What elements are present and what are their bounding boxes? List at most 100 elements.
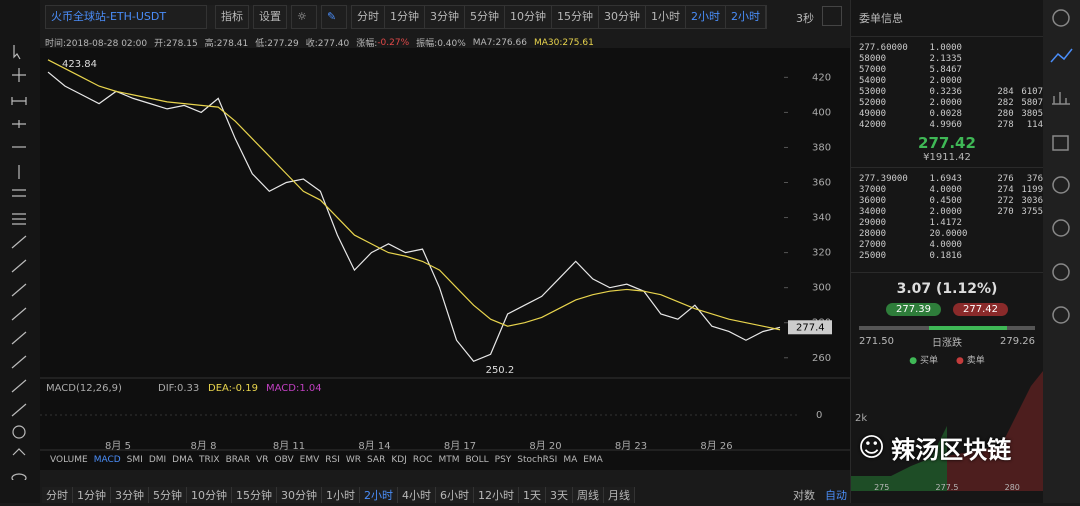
depth-x-labels: 275 277.5 280 (851, 483, 1043, 492)
timeframe-tab[interactable]: 2小时 (360, 487, 398, 503)
period-button[interactable]: 1小时 (646, 6, 686, 28)
timeframe-tab[interactable]: 分时 (42, 487, 73, 503)
indicator-tab[interactable]: BRAR (225, 455, 251, 465)
indicator-tab[interactable]: SMI (126, 455, 143, 465)
sell-label: 卖单 (966, 356, 985, 366)
fullscreen-button[interactable] (822, 6, 842, 26)
order-row: 58000 2.1335 (859, 54, 1043, 65)
timeframe-tab[interactable]: 10分钟 (187, 487, 232, 503)
order-cell: 280 (997, 109, 1014, 119)
order-cell: 0.4500 (929, 196, 962, 206)
period-button[interactable]: 15分钟 (552, 6, 599, 28)
order-cell (1014, 251, 1043, 262)
period-button[interactable]: 30分钟 (599, 6, 646, 28)
timeframe-tab[interactable]: 5分钟 (149, 487, 187, 503)
indicator-tab[interactable]: KDJ (391, 455, 407, 465)
info-item: 振幅:0.40% (416, 39, 466, 49)
macd-dea: DEA:-0.19 (208, 383, 258, 394)
top-toolbar: 火币全球站-ETH-USDT 指标 设置 ☼ ✎ 分时 1分钟 3分钟 5分钟 10分钟… (45, 5, 767, 29)
timeframe-tab[interactable]: 15分钟 (232, 487, 277, 503)
indicator-tab[interactable]: OBV (274, 455, 294, 465)
order-cell: 1199 (1021, 185, 1043, 195)
indicator-tab[interactable]: DMI (148, 455, 167, 465)
order-row: 54000 2.0000 (859, 76, 1043, 87)
order-cell: 5807 (1021, 98, 1043, 108)
theme-button[interactable]: ☼ (291, 5, 317, 29)
period-button[interactable]: 2小时 (726, 6, 766, 28)
y-tick-label: 380 (812, 142, 831, 153)
order-cell: 37000 (859, 185, 887, 195)
indicator-tab[interactable]: DMA (172, 455, 194, 465)
indicator-tab[interactable]: BOLL (465, 455, 489, 465)
ask-button[interactable]: 277.42 (953, 303, 1008, 316)
indicator-tab[interactable]: ROC (412, 455, 433, 465)
period-button[interactable]: 1分钟 (385, 6, 425, 28)
timeframe-tab[interactable]: 1天 (519, 487, 546, 503)
period-button[interactable]: 10分钟 (505, 6, 552, 28)
order-cell: 57000 (859, 65, 887, 75)
bid-button[interactable]: 277.39 (886, 303, 941, 316)
period-button[interactable]: 分时 (352, 6, 385, 28)
timeframe-tab[interactable]: 6小时 (436, 487, 474, 503)
order-cell (984, 65, 1013, 76)
indicator-tab[interactable]: WR (345, 455, 362, 465)
order-row: 37000 4.0000 274 1199 (859, 185, 1043, 196)
refresh-label: 3秒 (796, 12, 814, 25)
indicator-tab[interactable]: PSY (494, 455, 512, 465)
info-item: 开:278.15 (154, 39, 198, 49)
order-cell: 53000 (859, 87, 887, 97)
pair-selector[interactable]: 火币全球站-ETH-USDT (45, 5, 207, 29)
order-cell (1014, 218, 1043, 229)
order-cell: 278 (997, 120, 1014, 130)
order-cell: 2.0000 (929, 76, 962, 86)
timeframe-tab[interactable]: 12小时 (474, 487, 519, 503)
settings-button[interactable]: 设置 (253, 5, 287, 29)
period-button[interactable]: 3分钟 (425, 6, 465, 28)
indicator-tab[interactable]: MA (563, 455, 578, 465)
timeframe-tab[interactable]: 1小时 (322, 487, 360, 503)
draw-button[interactable]: ✎ (321, 5, 347, 29)
info-item: MA30:275.61 (533, 37, 594, 48)
indicator-tab[interactable]: EMA (583, 455, 603, 465)
timeframe-tab[interactable]: 3分钟 (111, 487, 149, 503)
order-cell: 276 (997, 174, 1014, 184)
order-cell: 4.0000 (929, 185, 962, 195)
depth-x-label: 275 (874, 483, 890, 492)
timeframe-tab[interactable]: 3天 (546, 487, 573, 503)
timeframe-tab[interactable]: 4小时 (398, 487, 436, 503)
order-row: 49000 0.0028 280 3805 (859, 109, 1043, 120)
buy-label: 买单 (919, 356, 938, 366)
indicator-button[interactable]: 指标 (215, 5, 249, 29)
price-line (47, 59, 781, 331)
order-cell: 277.39000 (859, 174, 908, 184)
order-cell: 25000 (859, 251, 887, 261)
mid-cny: ¥1911.42 (923, 152, 971, 163)
macd-zero-label: 0 (816, 410, 822, 421)
side-nav (1043, 0, 1080, 503)
y-tick-label: 300 (812, 283, 831, 294)
indicator-tab[interactable]: MACD (93, 455, 121, 465)
period-button[interactable]: 2小时 (686, 6, 726, 28)
scale-option[interactable]: 自动 (825, 489, 847, 502)
info-item: MA7:276.66 (472, 37, 527, 48)
scale-option[interactable]: 对数 (793, 489, 815, 502)
y-tick-label: 420 (812, 72, 831, 83)
timeframe-tab[interactable]: 周线 (573, 487, 604, 503)
order-cell: 58000 (859, 54, 887, 64)
timeframe-tab[interactable]: 30分钟 (277, 487, 322, 503)
indicator-tab[interactable]: TRIX (199, 455, 220, 465)
indicator-tab[interactable]: StochRSI (517, 455, 558, 465)
period-button[interactable]: 5分钟 (465, 6, 505, 28)
x-tick-label: 8月 17 (444, 440, 476, 452)
y-tick-label: 320 (812, 248, 831, 259)
indicator-tab[interactable]: VR (256, 455, 269, 465)
indicator-tab[interactable]: RSI (325, 455, 340, 465)
indicator-tab[interactable]: MTM (438, 455, 460, 465)
order-cell (984, 54, 1013, 65)
indicator-tab[interactable]: VOLUME (50, 455, 88, 465)
timeframe-tab[interactable]: 月线 (604, 487, 635, 503)
order-cell: 1.6943 (929, 174, 962, 184)
timeframe-tab[interactable]: 1分钟 (73, 487, 111, 503)
indicator-tab[interactable]: EMV (299, 455, 320, 465)
indicator-tab[interactable]: SAR (367, 455, 386, 465)
